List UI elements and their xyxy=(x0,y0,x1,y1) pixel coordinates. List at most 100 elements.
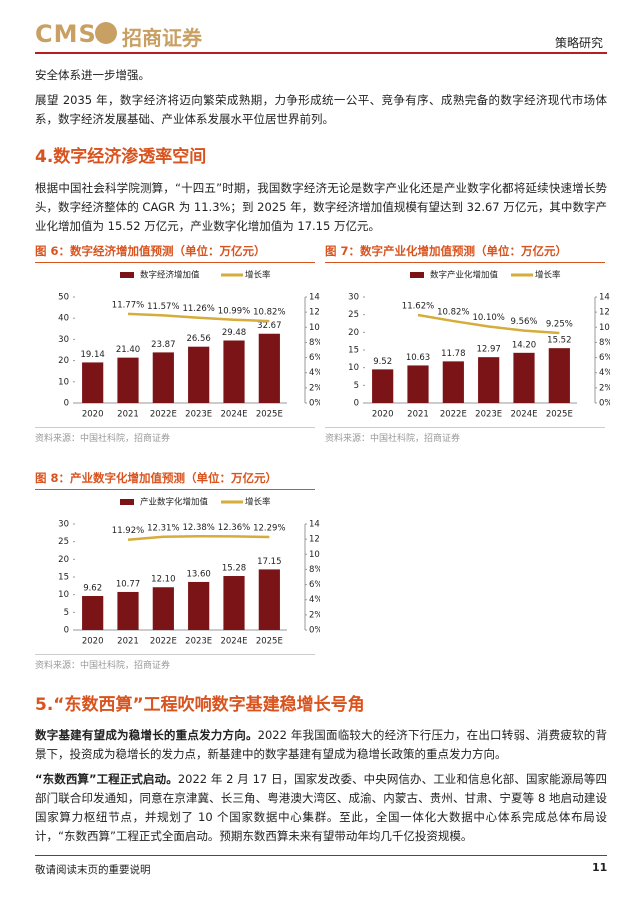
line-label: 10.10% xyxy=(472,313,504,323)
y2-tick-label: 4% xyxy=(309,368,320,378)
bar xyxy=(513,352,535,403)
y2-tick-label: 6% xyxy=(309,353,320,363)
paragraph: 数字基建有望成为稳增长的重点发力方向。2022 年我国面临较大的经济下行压力，在… xyxy=(35,726,607,764)
y-tick-label: 20 xyxy=(348,328,359,338)
bar xyxy=(117,591,139,630)
bar xyxy=(117,357,139,403)
y-tick-label: 5 xyxy=(64,608,69,618)
line xyxy=(417,313,560,335)
bar xyxy=(407,365,429,403)
x-tick-label: 2023E xyxy=(475,410,502,420)
x-tick-label: 2020 xyxy=(372,410,394,420)
y-tick-label: 20 xyxy=(58,555,69,565)
y2-tick-label: 2% xyxy=(309,383,320,393)
lead: “东数西算”工程正式启动。 xyxy=(35,772,178,786)
chart-svg: 0 5 10 15 20 25 30 0% 2% 4% 6% 8% 10% 12% 14% 2020 2021 2… xyxy=(58,497,328,647)
chart: 图 7：数字产业化增加值预测（单位：万亿元） 0 5 10 15 20 25 30 0% 2% 4%… xyxy=(325,243,618,444)
line-label: 11.62% xyxy=(402,302,434,312)
bar-label: 12.10 xyxy=(151,575,175,585)
text: 2022 年我国面临较大的经济下行压力，在出口转弱、消费疲软的背景下，投资成为稳… xyxy=(35,728,608,761)
bar-label: 17.15 xyxy=(257,557,281,567)
line-label: 10.82% xyxy=(437,308,469,318)
y2-tick-label: 4% xyxy=(309,595,320,605)
y-tick-label: 25 xyxy=(348,310,359,320)
bar xyxy=(152,352,174,403)
y2-tick-label: 14% xyxy=(599,293,610,303)
y2-tick-label: 12% xyxy=(309,535,320,545)
chart-svg: 0 5 10 15 20 25 30 0% 2% 4% 6% 8% 10% 12% 14% 2020 2021 2… xyxy=(348,270,618,420)
x-tick-label: 2021 xyxy=(117,410,139,420)
bar-label: 32.67 xyxy=(257,321,281,331)
legend-swatch xyxy=(120,499,134,505)
bar xyxy=(442,361,464,403)
x-tick-label: 2021 xyxy=(117,637,139,647)
section: 策略研究 xyxy=(555,36,604,50)
bar xyxy=(258,569,280,630)
bar-label: 11.78 xyxy=(441,349,465,359)
heading: 4.数字经济渗透率空间 xyxy=(35,147,207,167)
x-tick-label: 2023E xyxy=(185,410,212,420)
bar xyxy=(223,576,245,630)
bar-label: 15.52 xyxy=(547,336,571,346)
y-tick-label: 0 xyxy=(64,399,69,409)
line-label: 12.38% xyxy=(182,523,214,533)
chart-source: 资料来源：中国社科院，招商证券 xyxy=(325,427,605,444)
bar-label: 12.97 xyxy=(476,345,500,355)
y-tick-label: 25 xyxy=(58,537,69,547)
y2-tick-label: 6% xyxy=(599,353,610,363)
x-tick-label: 2024E xyxy=(510,410,537,420)
bar-label: 23.87 xyxy=(151,340,175,350)
line xyxy=(127,535,270,541)
y2-tick-label: 6% xyxy=(309,580,320,590)
chart: 图 8：产业数字化增加值预测（单位：万亿元） 0 5 10 15 20 25 30 0% 2% 4%… xyxy=(35,470,328,671)
x-tick-label: 2022E xyxy=(150,410,177,420)
y-tick-label: 30 xyxy=(348,293,359,303)
legend-label: 产业数字化增加值 xyxy=(140,497,209,508)
chart-source: 资料来源：中国社科院，招商证券 xyxy=(35,427,315,444)
line xyxy=(127,312,270,323)
bar-label: 19.14 xyxy=(80,350,104,360)
x-tick-label: 2020 xyxy=(82,637,104,647)
x-tick-label: 2023E xyxy=(185,637,212,647)
paragraph: “东数西算”工程正式启动。2022 年 2 月 17 日，国家发改委、中央网信办… xyxy=(35,770,607,846)
lead: 数字基建有望成为稳增长的重点发力方向。 xyxy=(35,728,258,742)
bar xyxy=(223,340,245,403)
y-tick-label: 5 xyxy=(354,381,359,391)
y-tick-label: 20 xyxy=(58,356,69,366)
chart-title: 图 7：数字产业化增加值预测（单位：万亿元） xyxy=(325,243,605,263)
y2-tick-label: 0% xyxy=(309,399,320,409)
y2-tick-label: 2% xyxy=(599,383,610,393)
bar xyxy=(152,587,174,630)
bar-label: 10.77 xyxy=(116,579,140,589)
logo-icon xyxy=(95,22,117,44)
x-tick-label: 2025E xyxy=(256,410,283,420)
bar xyxy=(372,369,394,403)
y-tick-label: 10 xyxy=(58,377,69,387)
bar-label: 10.63 xyxy=(406,353,430,363)
footer-note: 敬请阅读末页的重要说明 xyxy=(35,864,151,876)
legend-label: 增长率 xyxy=(245,270,271,281)
line-label: 11.77% xyxy=(112,300,144,310)
y-tick-label: 50 xyxy=(58,293,69,303)
chart-svg: 0 10 20 30 40 50 0% 2% 4% 6% 8% 10% 12% 14% 2020 2021 20… xyxy=(58,270,328,420)
bar xyxy=(82,362,104,403)
line-label: 11.26% xyxy=(182,304,214,314)
bar-label: 26.56 xyxy=(186,334,210,344)
paragraph: 根据中国社会科学院测算，“十四五”时期，我国数字经济无论是数字产业化还是产业数字… xyxy=(35,181,607,233)
x-tick-label: 2024E xyxy=(220,637,247,647)
bar-label: 9.62 xyxy=(83,584,102,594)
bar-label: 21.40 xyxy=(116,345,140,355)
y-tick-label: 0 xyxy=(354,399,359,409)
y-tick-label: 15 xyxy=(58,573,69,583)
x-tick-label: 2021 xyxy=(407,410,429,420)
line-label: 11.57% xyxy=(147,302,179,312)
line-label: 9.25% xyxy=(546,319,573,329)
y2-tick-label: 10% xyxy=(309,550,320,560)
y-tick-label: 10 xyxy=(348,363,359,373)
bar xyxy=(188,581,210,630)
bar xyxy=(258,333,280,403)
y2-tick-label: 10% xyxy=(599,323,610,333)
paragraph: 展望 2035 年，数字经济将迈向繁荣成熟期，力争形成统一公平、竞争有序、成熟完… xyxy=(35,93,607,126)
y2-tick-label: 8% xyxy=(599,338,610,348)
x-tick-label: 2020 xyxy=(82,410,104,420)
